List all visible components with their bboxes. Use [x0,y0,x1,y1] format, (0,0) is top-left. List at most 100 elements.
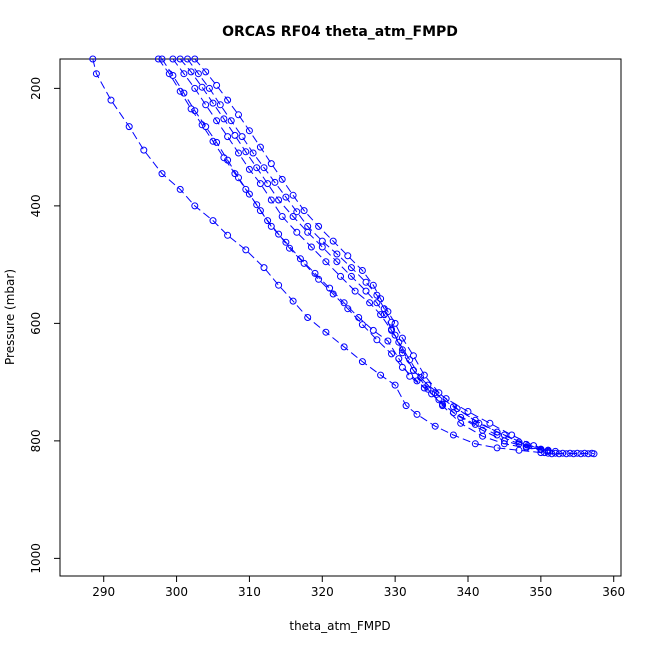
data-point [449,431,457,439]
data-point [318,243,326,251]
data-point [242,185,250,193]
data-point [249,149,257,157]
data-point [424,385,432,393]
data-point [479,432,487,440]
data-point [198,83,206,91]
data-point [548,450,556,458]
data-point [413,410,421,418]
data-point [209,99,217,107]
data-point [555,450,563,458]
x-tick-label: 290 [92,585,115,599]
series-2 [154,55,552,454]
data-point [245,127,253,135]
data-point [493,444,501,452]
x-axis-label: theta_atm_FMPD [289,619,390,633]
data-point [373,336,381,344]
data-point [347,264,355,272]
data-point [235,111,242,119]
data-point [289,297,297,305]
y-axis-label: Pressure (mbar) [3,269,17,365]
data-point [235,174,242,182]
data-point [267,222,275,230]
data-point [140,146,148,154]
data-point [202,101,210,109]
data-point [300,207,308,215]
y-axis: 200 400 600 800 1000 [29,77,60,574]
data-point [362,287,370,295]
data-point [435,389,443,397]
data-point [581,449,589,457]
series-line [544,452,595,455]
data-point [278,213,286,220]
data-point [318,237,326,245]
data-point [515,438,523,446]
data-point [253,201,261,209]
data-point [391,331,399,339]
x-tick-label: 300 [165,585,188,599]
data-point [293,208,301,216]
data-point [500,431,508,439]
data-point [264,217,272,225]
data-point [486,419,494,427]
data-point [590,450,598,458]
data-point [216,101,224,109]
data-point [304,314,312,321]
data-point [457,419,465,427]
series-7 [191,55,552,454]
data-point [307,243,315,251]
y-tick-label: 800 [29,429,43,452]
data-point [388,350,395,358]
x-tick-label: 310 [238,585,261,599]
data-point [286,244,293,252]
data-point [300,259,308,267]
data-point [439,402,446,410]
data-point [260,264,268,272]
data-point [384,308,392,316]
x-tick-label: 350 [529,585,552,599]
data-point [355,314,363,321]
data-point [431,422,439,430]
data-point [406,372,414,380]
data-point [176,185,184,193]
data-point [373,291,381,299]
data-point [395,355,403,363]
data-point [267,196,275,204]
y-tick-label: 1000 [29,543,43,574]
data-point [362,278,370,286]
x-tick-label: 340 [457,585,480,599]
data-point [224,156,232,164]
data-point [245,165,253,173]
data-point [551,449,559,457]
data-point [275,281,283,289]
series-6 [184,55,552,455]
data-point [493,428,501,436]
data-point [435,396,443,404]
chart-title: ORCAS RF04 theta_atm_FMPD [222,24,458,40]
data-point [398,334,406,342]
data-point [227,117,235,125]
data-point [191,84,199,92]
data-point [329,290,337,298]
data-point [573,449,581,457]
data-point [245,190,253,198]
data-point [275,230,283,238]
data-point [453,405,461,413]
x-tick-label: 330 [384,585,407,599]
data-point [347,272,355,280]
data-point [366,299,374,307]
data-point [289,191,297,199]
data-point [391,319,399,327]
data-point [242,246,250,254]
data-point [235,149,242,157]
series-line [157,58,549,451]
data-point [154,55,162,63]
series-line [92,58,541,454]
data-point [205,84,213,92]
data-point [278,175,286,183]
data-point [344,305,352,313]
data-point [340,343,348,351]
x-tick-label: 360 [602,585,625,599]
series-line [194,58,549,451]
data-point [508,431,516,439]
